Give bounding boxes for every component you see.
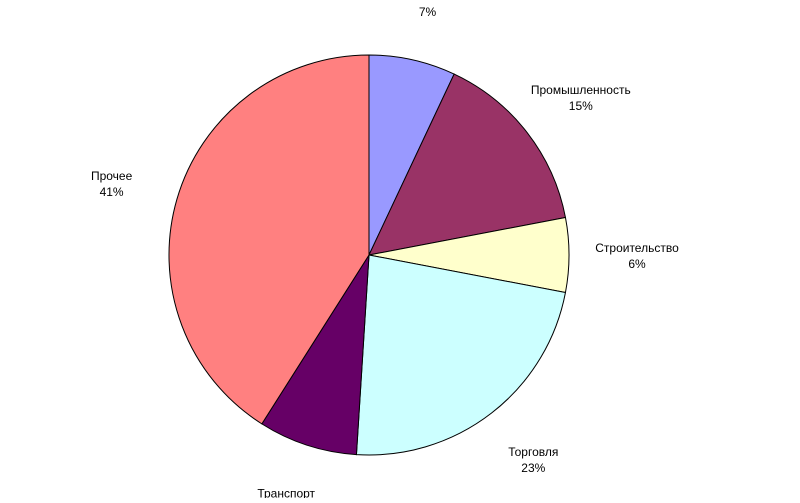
- slices-group: [168, 54, 570, 456]
- pie-slice-transport: [261, 254, 370, 456]
- slice-value-industry: 15%: [569, 99, 593, 113]
- labels-group: Сельское хозяйство 7% Промышленность 15% Стр…: [91, 0, 679, 503]
- slice-label-other: Прочее: [91, 169, 133, 183]
- pie-slice-other: [168, 54, 370, 425]
- slice-value-trade: 23%: [521, 461, 545, 475]
- slice-label-transport: Транспорт: [257, 486, 315, 498]
- slice-label-trade: Торговля: [508, 445, 558, 459]
- slice-label-construction: Строительство: [595, 241, 679, 255]
- slice-value-agriculture: 7%: [419, 5, 437, 19]
- slice-value-construction: 6%: [628, 257, 646, 271]
- slice-value-other: 41%: [100, 185, 124, 199]
- slice-label-industry: Промышленность: [531, 83, 631, 97]
- pie-slice-trade: [355, 254, 567, 456]
- pie-slice-industry: [368, 73, 567, 256]
- slice-label-agriculture: Сельское хозяйство: [372, 0, 484, 3]
